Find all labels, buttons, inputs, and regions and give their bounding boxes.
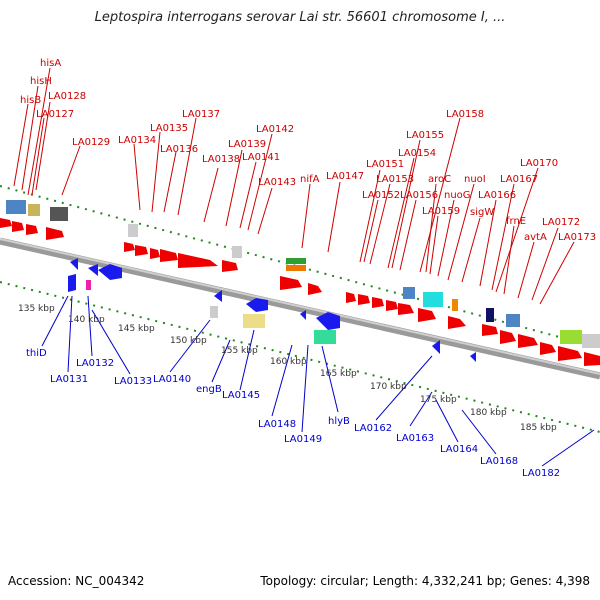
kbp-label: 145 kbp bbox=[118, 324, 155, 334]
map-title: Leptospira interrogans serovar Lai str. … bbox=[94, 10, 506, 25]
top-gene-labels: hisA hisH hisB LA0128 LA0127 LA0129 LA01… bbox=[20, 58, 596, 243]
kbp-label: 180 kbp bbox=[470, 408, 507, 418]
gene-label-LA0135: LA0135 bbox=[150, 123, 188, 134]
gene-label-hisB: hisB bbox=[20, 95, 41, 106]
gene-label-nifA: nifA bbox=[300, 174, 320, 185]
gene-label-LA0159: LA0159 bbox=[422, 206, 460, 217]
gene-label-LA0139: LA0139 bbox=[228, 139, 266, 150]
gene-label-LA0147: LA0147 bbox=[326, 171, 364, 182]
kbp-label: 170 kbp bbox=[370, 382, 407, 392]
gene-label-LA0136: LA0136 bbox=[160, 144, 198, 155]
gene-label-LA0170: LA0170 bbox=[520, 158, 558, 169]
gene-label-LA0142: LA0142 bbox=[256, 124, 294, 135]
gene-label-hisA: hisA bbox=[40, 58, 61, 69]
kbp-label: 135 kbp bbox=[18, 304, 55, 314]
gene-label-nuoG: nuoG bbox=[444, 190, 471, 201]
gene-label-LA0164: LA0164 bbox=[440, 444, 478, 455]
gene-label-thiD: thiD bbox=[26, 348, 47, 359]
kbp-label: 175 kbp bbox=[420, 395, 457, 405]
gene-label-hisH: hisH bbox=[30, 76, 52, 87]
gene-label-LA0132: LA0132 bbox=[76, 358, 114, 369]
gene-label-LA0143: LA0143 bbox=[258, 177, 296, 188]
forward-genes bbox=[0, 218, 600, 366]
kbp-label: 185 kbp bbox=[520, 423, 557, 433]
gene-label-frnE: frnE bbox=[506, 216, 526, 227]
gene-label-LA0162: LA0162 bbox=[354, 423, 392, 434]
gene-label-engB: engB bbox=[196, 384, 222, 395]
gene-label-LA0129: LA0129 bbox=[72, 137, 110, 148]
gene-label-LA0167: LA0167 bbox=[500, 174, 538, 185]
gene-label-LA0154: LA0154 bbox=[398, 148, 436, 159]
gene-label-LA0166: LA0166 bbox=[478, 190, 516, 201]
gene-label-LA0149: LA0149 bbox=[284, 434, 322, 445]
chromosome-backbone bbox=[0, 237, 600, 380]
gene-label-LA0131: LA0131 bbox=[50, 374, 88, 385]
gene-label-LA0134: LA0134 bbox=[118, 135, 156, 146]
gene-label-LA0156: LA0156 bbox=[400, 190, 438, 201]
gene-label-nuoI: nuoI bbox=[464, 174, 486, 185]
gene-label-LA0140: LA0140 bbox=[153, 374, 191, 385]
gene-label-LA0148: LA0148 bbox=[258, 419, 296, 430]
gene-label-LA0153: LA0153 bbox=[376, 174, 414, 185]
kbp-label: 155 kbp bbox=[221, 346, 258, 356]
gene-label-LA0145: LA0145 bbox=[222, 390, 260, 401]
genome-summary: Topology: circular; Length: 4,332,241 bp… bbox=[260, 574, 590, 588]
gene-label-LA0127: LA0127 bbox=[36, 109, 74, 120]
bottom-gene-labels: thiD LA0131 LA0132 LA0133 LA0140 engB LA… bbox=[26, 348, 560, 479]
gene-label-LA0173: LA0173 bbox=[558, 232, 596, 243]
gene-label-avtA: avtA bbox=[524, 232, 547, 243]
gene-label-LA0168: LA0168 bbox=[480, 456, 518, 467]
top-leaders bbox=[13, 67, 575, 305]
gene-label-LA0182: LA0182 bbox=[522, 468, 560, 479]
kbp-label: 160 kbp bbox=[270, 357, 307, 367]
gene-label-LA0128: LA0128 bbox=[48, 91, 86, 102]
kbp-label: 165 kbp bbox=[320, 369, 357, 379]
bottom-leaders bbox=[41, 295, 595, 467]
gene-label-LA0138: LA0138 bbox=[202, 154, 240, 165]
gene-label-LA0133: LA0133 bbox=[114, 376, 152, 387]
gene-label-hlyB: hlyB bbox=[328, 416, 350, 427]
kbp-label: 140 kbp bbox=[68, 315, 105, 325]
accession-text: Accession: NC_004342 bbox=[8, 574, 145, 588]
gene-label-aroC: aroC bbox=[428, 174, 451, 185]
gene-label-LA0151: LA0151 bbox=[366, 159, 404, 170]
gene-label-LA0137: LA0137 bbox=[182, 109, 220, 120]
feature-boxes-top bbox=[6, 200, 600, 348]
kbp-labels: 135 kbp 140 kbp 145 kbp 150 kbp 155 kbp … bbox=[18, 304, 557, 433]
kbp-label: 150 kbp bbox=[170, 336, 207, 346]
gene-label-LA0141: LA0141 bbox=[242, 152, 280, 163]
gene-label-sigW: sigW bbox=[470, 207, 494, 218]
gene-label-LA0158: LA0158 bbox=[446, 109, 484, 120]
gene-label-LA0163: LA0163 bbox=[396, 433, 434, 444]
gene-label-LA0172: LA0172 bbox=[542, 217, 580, 228]
gene-label-LA0155: LA0155 bbox=[406, 130, 444, 141]
gene-label-LA0152: LA0152 bbox=[362, 190, 400, 201]
reverse-genes bbox=[68, 258, 494, 362]
